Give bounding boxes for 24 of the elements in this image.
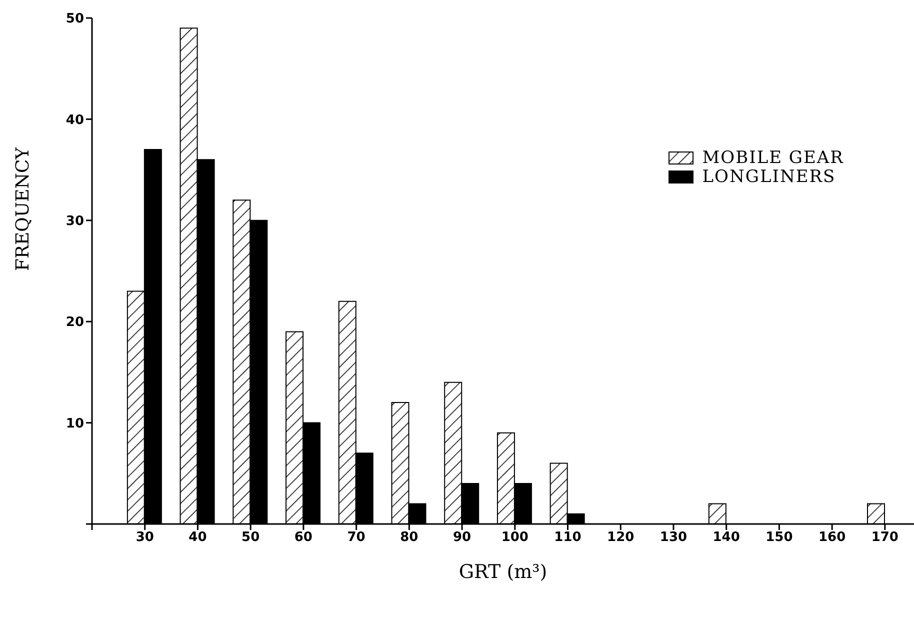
x-tick-label: 140 xyxy=(712,530,740,546)
x-tick-label: 90 xyxy=(452,530,472,546)
x-tick-label: 110 xyxy=(554,530,582,546)
x-tick-label: 80 xyxy=(400,530,418,546)
x-tick-label: 70 xyxy=(347,530,366,546)
x-tick-label: 120 xyxy=(607,530,634,546)
x-tick-label: 30 xyxy=(136,530,154,546)
legend-label: MOBILE GEAR xyxy=(702,148,844,168)
y-axis-title: FREQUENCY xyxy=(12,146,34,271)
x-tick-label: 100 xyxy=(501,530,528,546)
legend-label: LONGLINERS xyxy=(702,166,836,186)
x-tick-label: 160 xyxy=(818,530,846,546)
y-tick-label: 10 xyxy=(66,416,84,432)
x-tick-label: 60 xyxy=(294,530,312,546)
x-tick-label: 130 xyxy=(660,530,688,546)
y-tick-label: 20 xyxy=(66,315,84,330)
x-tick-label: 50 xyxy=(242,530,260,546)
y-tick-label: 50 xyxy=(66,12,84,27)
y-tick-label: 30 xyxy=(66,214,84,230)
x-axis-title: GRT (m³) xyxy=(458,561,548,583)
y-tick-label: 40 xyxy=(66,112,84,128)
x-tick-label: 170 xyxy=(871,530,898,546)
x-tick-label: 150 xyxy=(766,530,793,546)
x-tick-label: 40 xyxy=(188,530,207,546)
